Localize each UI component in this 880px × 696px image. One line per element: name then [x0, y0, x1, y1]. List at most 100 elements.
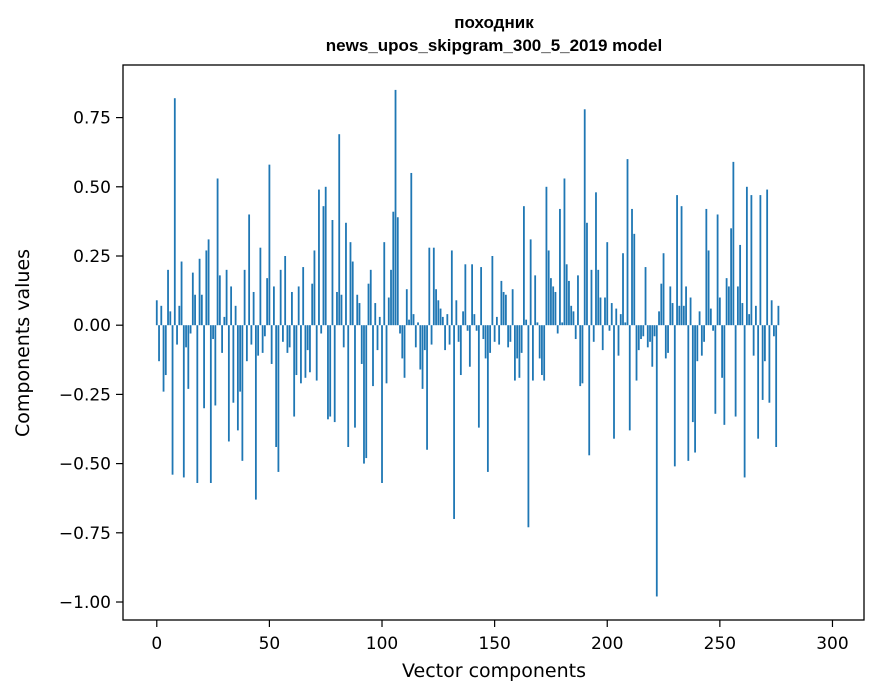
bar-37: [239, 325, 242, 392]
bar-246: [709, 308, 712, 326]
bar-60: [291, 291, 293, 326]
bar-7: [171, 325, 174, 475]
bar-267: [757, 325, 760, 439]
bar-11: [180, 261, 183, 326]
bar-237: [689, 297, 692, 326]
bar-170: [538, 325, 541, 359]
bar-30: [223, 316, 226, 326]
bar-133: [455, 300, 458, 326]
bar-47: [261, 325, 264, 353]
bar-208: [624, 322, 627, 326]
bar-68: [309, 325, 311, 373]
bar-35: [234, 305, 237, 326]
x-tick-label: 300: [816, 634, 848, 654]
bar-201: [608, 325, 611, 331]
bar-164: [525, 319, 528, 326]
bar-83: [342, 325, 345, 348]
bar-167: [532, 325, 534, 381]
bar-143: [477, 325, 480, 428]
bar-23: [207, 239, 210, 326]
bar-180: [561, 322, 564, 326]
bar-190: [583, 109, 586, 326]
bar-232: [678, 305, 681, 326]
bar-97: [374, 303, 377, 326]
y-tick-label: 0.25: [73, 247, 111, 267]
bar-6: [169, 311, 172, 326]
bar-65: [302, 267, 305, 326]
bar-163: [523, 206, 525, 326]
bar-276: [777, 305, 780, 326]
bar-262: [745, 186, 748, 326]
bar-187: [577, 275, 579, 326]
bar-112: [408, 319, 410, 326]
bar-231: [676, 195, 678, 326]
bar-204: [615, 308, 618, 326]
bar-224: [660, 283, 663, 326]
bar-88: [354, 325, 356, 428]
bar-89: [356, 294, 359, 326]
chart-title-word: походник: [454, 13, 534, 32]
bar-61: [293, 325, 296, 417]
y-tick-label: 0.75: [73, 109, 111, 129]
bar-245: [707, 250, 710, 326]
bar-117: [419, 325, 422, 370]
bar-27: [216, 178, 219, 326]
bar-239: [694, 325, 696, 453]
bar-78: [331, 220, 334, 326]
bar-235: [685, 286, 687, 326]
y-tick-label: −0.25: [59, 385, 111, 405]
bar-263: [748, 314, 751, 326]
chart-title-model: news_upos_skipgram_300_5_2019 model: [326, 36, 662, 55]
bar-4: [164, 325, 167, 376]
bar-129: [446, 314, 449, 326]
bar-101: [383, 242, 386, 326]
bar-270: [764, 325, 766, 362]
bar-132: [453, 325, 455, 519]
bar-118: [421, 325, 424, 389]
bar-94: [367, 283, 370, 326]
bar-55: [279, 269, 282, 326]
bar-172: [543, 325, 546, 381]
bar-123: [432, 247, 435, 326]
bar-14: [187, 325, 190, 389]
bar-108: [399, 325, 401, 334]
bar-67: [306, 325, 309, 351]
bar-275: [775, 325, 778, 447]
bar-189: [581, 325, 584, 384]
bar-154: [502, 291, 505, 326]
bar-93: [365, 325, 368, 459]
bar-144: [480, 267, 483, 326]
bar-43: [252, 291, 255, 326]
bar-162: [520, 325, 523, 353]
bar-218: [646, 325, 649, 348]
bar-193: [590, 269, 593, 326]
bar-259: [739, 244, 742, 326]
bar-178: [556, 325, 559, 334]
bar-40: [245, 325, 248, 362]
bar-109: [401, 325, 404, 359]
bar-48: [263, 325, 266, 337]
bar-125: [437, 300, 440, 326]
bar-16: [191, 272, 194, 326]
bar-176: [552, 286, 555, 326]
bar-215: [640, 325, 642, 340]
bar-116: [417, 322, 419, 326]
bar-269: [761, 325, 764, 400]
x-axis-label: Vector components: [402, 660, 586, 682]
bar-115: [414, 325, 417, 348]
bar-59: [288, 325, 291, 348]
bar-142: [475, 325, 478, 331]
x-tick-label: 50: [259, 634, 281, 654]
bar-223: [658, 311, 660, 326]
bar-140: [471, 264, 473, 326]
bar-95: [369, 269, 372, 326]
bar-145: [482, 325, 485, 340]
bar-66: [304, 325, 307, 378]
bar-205: [617, 325, 620, 356]
bar-236: [687, 325, 690, 461]
bar-77: [329, 325, 332, 417]
bar-242: [700, 325, 703, 356]
bar-198: [601, 325, 604, 351]
x-axis-ticks: 0 50 100 150 200 250 300: [151, 620, 849, 654]
bar-209: [626, 159, 629, 326]
